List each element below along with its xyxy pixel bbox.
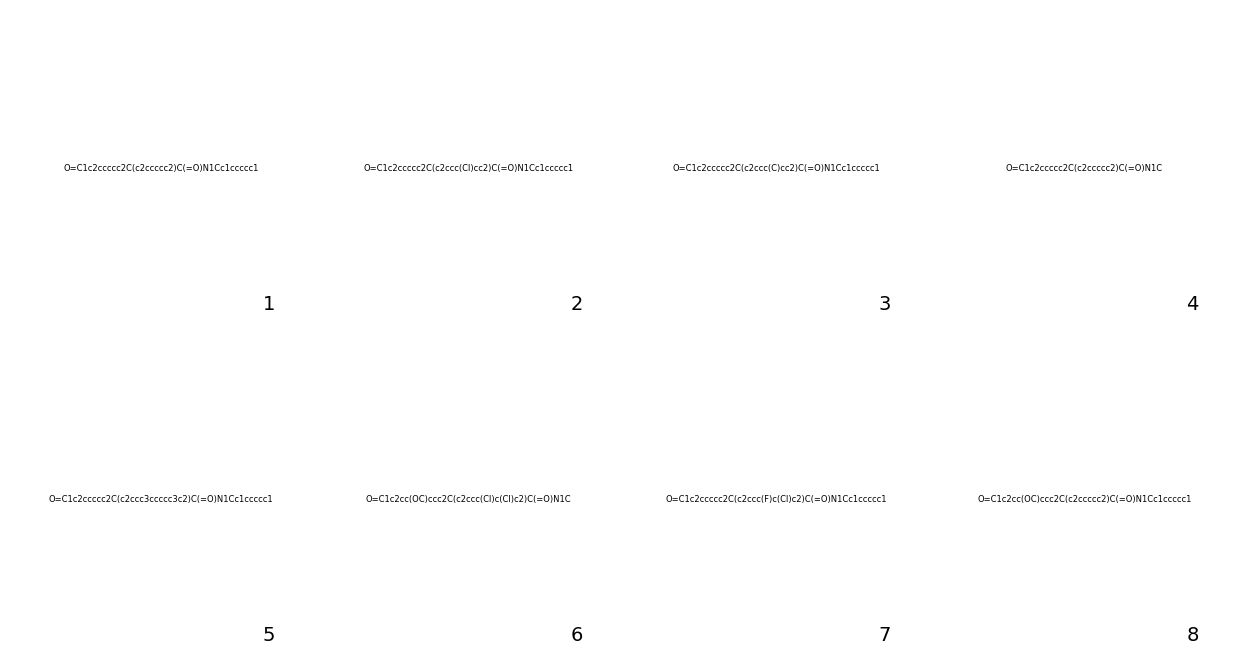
Text: O=C1c2ccccc2C(c2ccccc2)C(=O)N1C: O=C1c2ccccc2C(c2ccccc2)C(=O)N1C: [1006, 164, 1163, 173]
Text: O=C1c2ccccc2C(c2ccc(Cl)cc2)C(=O)N1Cc1ccccc1: O=C1c2ccccc2C(c2ccc(Cl)cc2)C(=O)N1Cc1ccc…: [363, 164, 574, 173]
Text: O=C1c2ccccc2C(c2ccc(F)c(Cl)c2)C(=O)N1Cc1ccccc1: O=C1c2ccccc2C(c2ccc(F)c(Cl)c2)C(=O)N1Cc1…: [666, 495, 888, 504]
Text: 1: 1: [263, 295, 275, 315]
Text: 7: 7: [879, 626, 892, 645]
Text: 2: 2: [570, 295, 583, 315]
Text: O=C1c2cc(OC)ccc2C(c2ccccc2)C(=O)N1Cc1ccccc1: O=C1c2cc(OC)ccc2C(c2ccccc2)C(=O)N1Cc1ccc…: [977, 495, 1192, 504]
Text: 3: 3: [879, 295, 892, 315]
Text: 5: 5: [263, 626, 275, 645]
Text: O=C1c2ccccc2C(c2ccc(C)cc2)C(=O)N1Cc1ccccc1: O=C1c2ccccc2C(c2ccc(C)cc2)C(=O)N1Cc1cccc…: [672, 164, 880, 173]
Text: 8: 8: [1187, 626, 1199, 645]
Text: O=C1c2ccccc2C(c2ccc3ccccc3c2)C(=O)N1Cc1ccccc1: O=C1c2ccccc2C(c2ccc3ccccc3c2)C(=O)N1Cc1c…: [48, 495, 273, 504]
Text: O=C1c2ccccc2C(c2ccccc2)C(=O)N1Cc1ccccc1: O=C1c2ccccc2C(c2ccccc2)C(=O)N1Cc1ccccc1: [63, 164, 258, 173]
Text: 4: 4: [1187, 295, 1199, 315]
Text: 6: 6: [570, 626, 583, 645]
Text: O=C1c2cc(OC)ccc2C(c2ccc(Cl)c(Cl)c2)C(=O)N1C: O=C1c2cc(OC)ccc2C(c2ccc(Cl)c(Cl)c2)C(=O)…: [366, 495, 572, 504]
